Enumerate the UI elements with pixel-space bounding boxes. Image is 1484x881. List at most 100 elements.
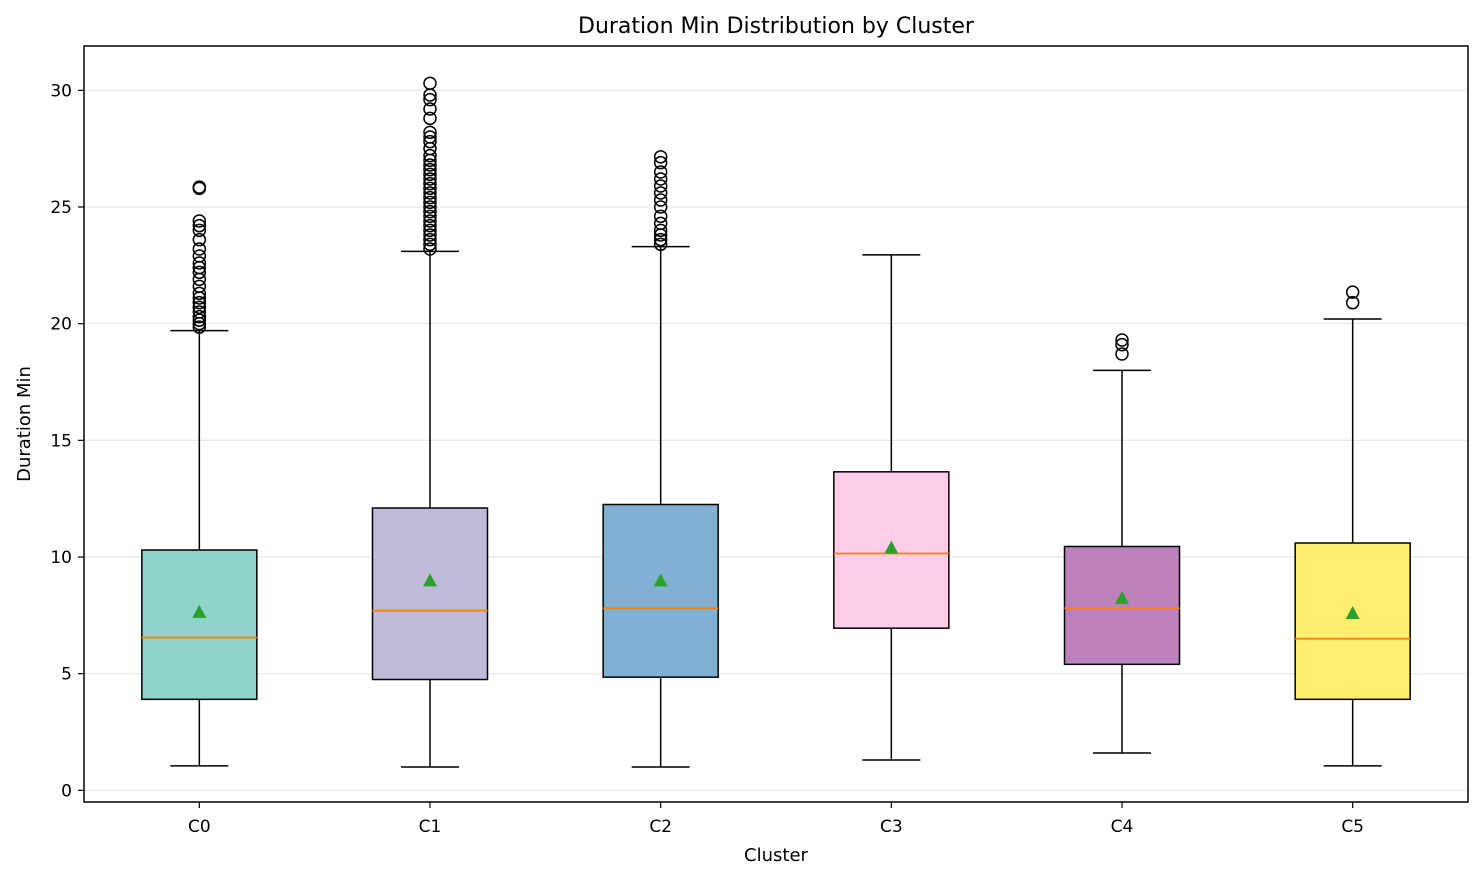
chart-title: Duration Min Distribution by Cluster (578, 14, 975, 39)
outlier-point (192, 218, 207, 233)
outlier-point (423, 242, 437, 256)
outlier-point (192, 305, 207, 319)
outlier-point (192, 272, 207, 287)
outlier-point (192, 214, 207, 228)
axes: 0 5 10 15 20 25 30 C0 C1 C2 C3 C4 C5 (50, 45, 1469, 837)
outlier-point (423, 92, 437, 107)
outlier-point (423, 130, 437, 144)
outlier-point (423, 223, 437, 238)
x-axis-label: Cluster (744, 845, 808, 866)
box-group-c3 (833, 254, 950, 761)
iqr-box (1294, 542, 1411, 701)
outlier-point (423, 162, 437, 177)
x-tick-label: C2 (649, 817, 672, 837)
outlier-point (423, 218, 437, 233)
outlier-point (423, 232, 437, 247)
outlier-point (423, 76, 437, 91)
y-axis-label: Duration Min (14, 366, 35, 482)
outlier-point (653, 186, 668, 200)
outlier-point (1115, 333, 1129, 347)
outlier-point (653, 155, 668, 170)
outlier-point (192, 320, 207, 334)
outlier-point (423, 102, 437, 116)
outlier-point (423, 176, 437, 191)
box-group-c2 (602, 150, 719, 768)
outlier-point (1115, 347, 1129, 361)
outlier-point (653, 150, 668, 164)
y-tick-label: 15 (50, 431, 72, 451)
mean-marker (423, 573, 437, 587)
outlier-point (192, 242, 207, 256)
x-tick-label: C0 (188, 817, 211, 837)
box-plots (141, 76, 1411, 768)
box-group-c1 (371, 76, 489, 768)
outlier-point (423, 209, 437, 224)
iqr-box (371, 507, 489, 681)
grid-lines (84, 89, 1468, 791)
outlier-point (423, 158, 437, 172)
outlier-point (1115, 337, 1129, 352)
outlier-point (653, 223, 668, 238)
outlier-point (423, 204, 437, 219)
box-group-c0 (141, 180, 258, 767)
outlier-point (192, 232, 207, 247)
x-tick-label: C1 (419, 817, 442, 837)
outlier-point (423, 172, 437, 186)
y-tick-label: 30 (50, 81, 72, 101)
y-tick-label: 5 (61, 665, 72, 685)
outlier-point (192, 286, 207, 301)
outlier-point (192, 279, 207, 294)
outlier-point (423, 200, 437, 214)
outlier-point (423, 190, 437, 205)
outlier-point (653, 216, 668, 231)
outlier-point (192, 300, 207, 315)
iqr-box (1063, 545, 1181, 666)
outlier-point (653, 172, 668, 186)
outlier-point (192, 313, 207, 327)
outlier-point (423, 141, 437, 156)
box-group-c5 (1294, 285, 1411, 767)
outlier-point (423, 167, 437, 182)
y-tick-label: 10 (50, 548, 72, 568)
x-tick-label: C5 (1341, 817, 1364, 837)
outlier-point (653, 209, 668, 224)
x-tick-label: C4 (1111, 817, 1134, 837)
outlier-point (192, 249, 207, 263)
outlier-point (423, 214, 437, 228)
outlier-point (1345, 295, 1360, 310)
iqr-box (602, 503, 719, 678)
outlier-point (192, 223, 207, 238)
outlier-point (192, 180, 207, 194)
outlier-point (653, 237, 668, 252)
mean-marker (884, 540, 899, 554)
outlier-point (653, 232, 668, 247)
outlier-point (423, 125, 437, 140)
outlier-point (423, 186, 437, 200)
outlier-point (192, 265, 207, 280)
outlier-point (423, 111, 437, 126)
y-tick-label: 0 (61, 781, 72, 801)
outlier-point (423, 148, 437, 163)
y-tick-label: 25 (50, 198, 72, 218)
plot-frame (83, 45, 1469, 803)
outlier-point (192, 295, 207, 310)
mean-marker (1345, 606, 1360, 619)
outlier-point (423, 181, 437, 196)
iqr-box (141, 549, 258, 701)
outlier-point (423, 228, 437, 242)
outlier-point (423, 134, 437, 149)
outlier-point (653, 179, 668, 193)
outlier-point (423, 195, 437, 210)
box-group-c4 (1063, 333, 1181, 754)
mean-marker (653, 573, 668, 587)
outlier-point (653, 165, 668, 179)
mean-marker (192, 604, 207, 618)
x-tick-label: C3 (880, 817, 903, 837)
outlier-point (1345, 285, 1360, 299)
outlier-point (192, 309, 207, 324)
outlier-point (192, 256, 207, 270)
outlier-point (653, 193, 668, 207)
outlier-point (653, 200, 668, 214)
y-tick-label: 20 (50, 315, 72, 335)
